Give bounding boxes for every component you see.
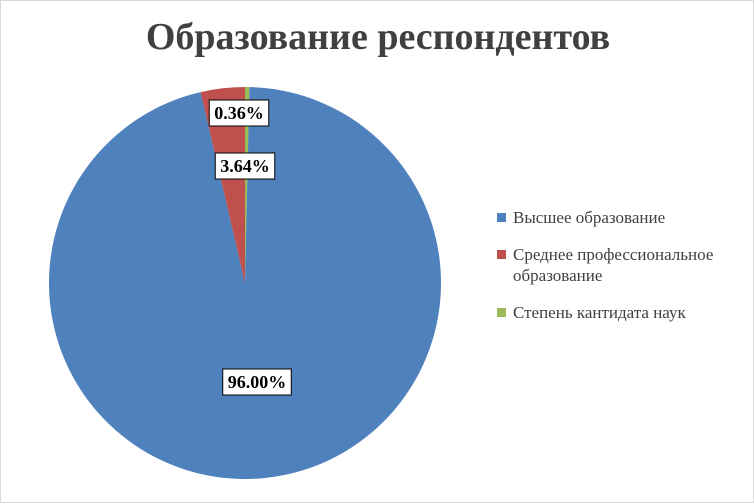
data-label-text: 3.64% xyxy=(220,156,270,176)
legend-label: Степень кантидата наук xyxy=(513,303,686,322)
data-label-text: 0.36% xyxy=(214,103,264,123)
legend-swatch-candidate-degree xyxy=(497,308,506,317)
legend-label: Среднее профессиональное образование xyxy=(513,245,714,285)
legend-label: Высшее образование xyxy=(513,208,666,227)
data-label-box xyxy=(208,99,270,127)
data-label-higher-education: 96.00% xyxy=(222,368,292,396)
data-label-text: 96.00% xyxy=(228,372,287,392)
legend-item-higher-education: Высшее образование xyxy=(497,207,747,228)
data-label-box xyxy=(214,152,276,180)
legend-swatch-secondary-vocational xyxy=(497,250,506,259)
pie-slice-higher-education xyxy=(48,87,442,480)
pie-slice-secondary-vocational xyxy=(200,87,245,283)
pie-slice-candidate-degree xyxy=(245,87,250,283)
legend: Высшее образование Среднее профессиональ… xyxy=(497,207,747,339)
legend-swatch-higher-education xyxy=(497,213,506,222)
legend-item-secondary-vocational: Среднее профессиональное образование xyxy=(497,244,747,286)
chart-title: Образование респондентов xyxy=(145,16,611,58)
data-label-box xyxy=(222,368,292,396)
legend-item-candidate-degree: Степень кантидата наук xyxy=(497,302,747,323)
data-label-candidate-degree: 0.36% xyxy=(208,99,270,127)
data-label-secondary-vocational: 3.64% xyxy=(214,152,276,180)
